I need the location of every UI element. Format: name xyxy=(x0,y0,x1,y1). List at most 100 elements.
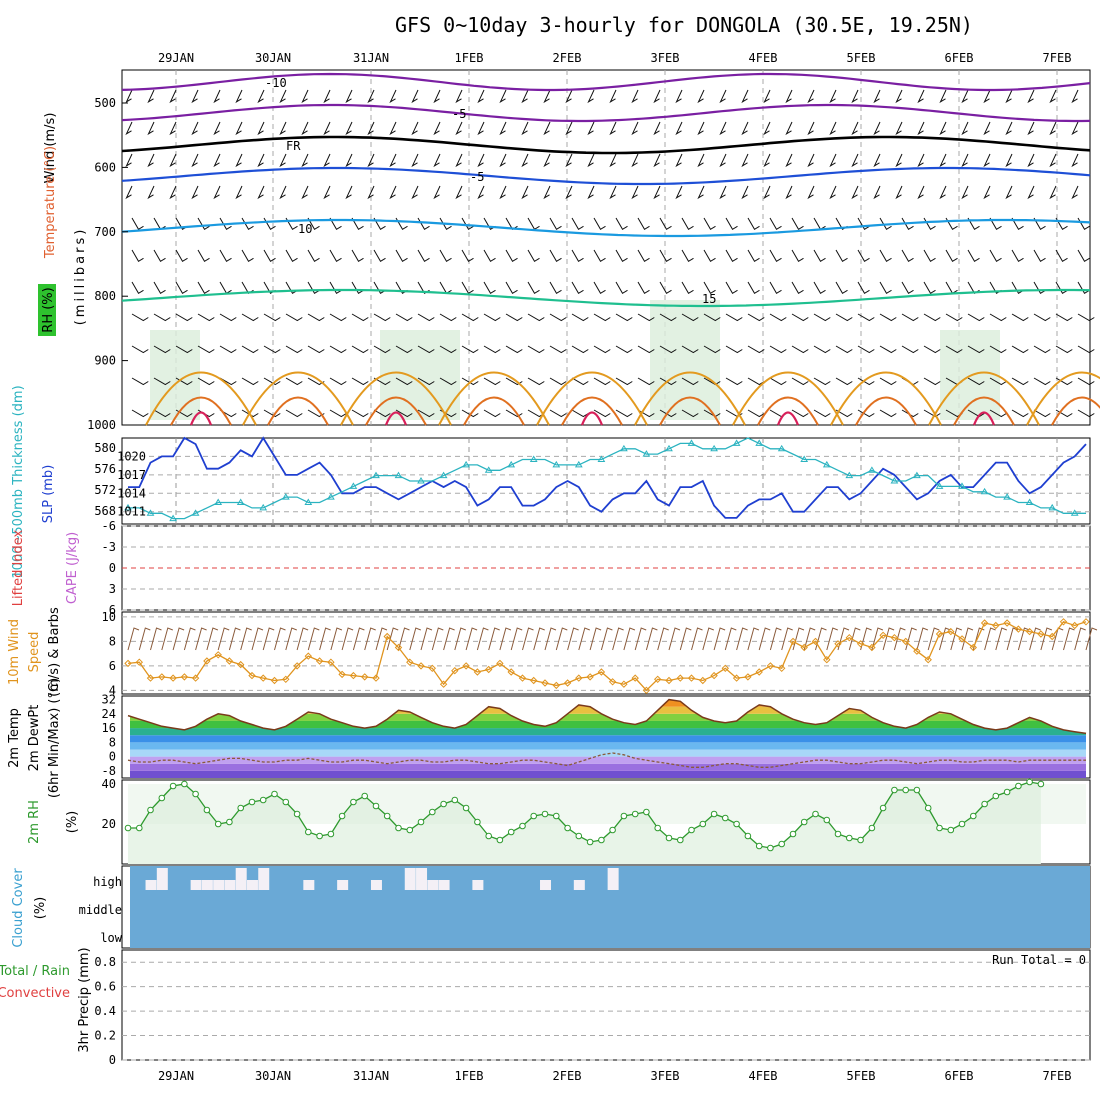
wind-barb xyxy=(191,185,199,200)
wind10m-marker xyxy=(856,640,865,648)
wind10m-barb xyxy=(826,627,838,651)
wind-barb xyxy=(615,281,628,294)
wind10m-ylabel-2: Speed xyxy=(27,632,42,673)
thickness-marker xyxy=(800,455,809,462)
wind10m-marker xyxy=(180,673,189,681)
wind-barb xyxy=(593,249,606,262)
thickness-marker xyxy=(822,460,831,468)
temp2m-band xyxy=(130,720,1086,729)
wind-barb xyxy=(659,345,677,354)
rh2m-marker xyxy=(755,842,763,850)
wind-barb xyxy=(879,217,892,230)
wind-barb xyxy=(257,185,265,200)
rh2m-marker xyxy=(744,832,752,840)
wind-barb xyxy=(571,281,584,294)
wind10m-barb xyxy=(195,627,207,651)
wind-barb xyxy=(785,153,793,168)
rh2m-marker xyxy=(519,822,526,830)
wind-barb xyxy=(923,345,941,354)
wind-barb xyxy=(389,121,397,136)
wind-barb xyxy=(175,281,188,294)
wind-barb xyxy=(1055,313,1073,322)
wind-barb xyxy=(257,89,265,104)
wind-barb xyxy=(747,345,765,354)
wind-barb xyxy=(681,313,699,322)
wind-barb xyxy=(367,153,375,168)
wind-barb xyxy=(527,313,545,322)
wind10m-marker xyxy=(439,680,448,688)
wind-barb xyxy=(571,377,589,386)
wind-barb xyxy=(191,121,199,136)
wind-barb xyxy=(923,281,936,294)
wind-barb xyxy=(461,217,474,230)
wind10m-marker xyxy=(372,674,380,682)
thickness-marker xyxy=(845,471,854,479)
wind10m-marker xyxy=(563,679,572,687)
wind-barb xyxy=(1071,121,1079,136)
wind10m-barb xyxy=(995,627,1007,651)
wind-barb xyxy=(373,249,386,262)
wind-barb xyxy=(609,153,617,168)
rh2m-marker xyxy=(981,800,988,808)
wind-barb xyxy=(1077,409,1095,418)
wind-barb xyxy=(131,409,149,418)
wind-barb xyxy=(131,217,144,230)
wind-barb xyxy=(543,89,551,104)
wind10m-ylabel-3: (m/s) & Barbs xyxy=(47,607,62,697)
wind-barb xyxy=(703,313,721,322)
rh2m-marker xyxy=(970,812,977,820)
warm-contour xyxy=(757,396,819,426)
wind-barb xyxy=(857,313,875,322)
rh2m-marker xyxy=(248,798,256,806)
rh2m-marker xyxy=(992,792,1000,800)
wind10m-barb xyxy=(544,627,557,651)
wind10m-marker xyxy=(451,666,459,675)
wind-barb xyxy=(213,89,221,104)
wind-barb xyxy=(967,249,980,262)
wind-barb xyxy=(879,409,897,418)
hot-contour xyxy=(189,411,213,426)
wind10m-barb xyxy=(375,627,388,651)
wind10m-marker xyxy=(608,678,617,686)
wind-barb xyxy=(1055,345,1073,354)
warm-contour xyxy=(145,371,257,426)
contour-label: -5 xyxy=(452,107,466,121)
wind-barb xyxy=(697,153,705,168)
wind10m-barb xyxy=(161,627,173,651)
pressure-tick: 1000 xyxy=(87,418,116,432)
wind10m-barb xyxy=(657,627,669,651)
wind-barb xyxy=(1011,409,1029,418)
rh2m-marker xyxy=(282,798,290,806)
wind10m-barb xyxy=(803,627,816,651)
rh2m-marker xyxy=(259,796,267,804)
wind-barb xyxy=(637,377,655,386)
thickness-marker xyxy=(958,482,966,489)
wind-barb xyxy=(549,409,567,418)
wind-barb xyxy=(945,345,963,354)
wind-barb xyxy=(835,249,848,262)
wind-barb xyxy=(307,345,325,354)
pressure-tick: 700 xyxy=(94,225,116,239)
pressure-ylabel: (millibars) xyxy=(73,227,88,326)
wind-barb xyxy=(301,89,309,104)
wind-barb xyxy=(593,345,611,354)
cloud-high-bar xyxy=(224,880,236,890)
wind-barb xyxy=(1049,121,1057,136)
wind-barb xyxy=(785,121,793,136)
wind-barb xyxy=(1011,345,1029,354)
rh2m-marker xyxy=(1037,780,1045,788)
wind10m-marker xyxy=(338,670,346,679)
wind10m-barb xyxy=(1017,627,1030,651)
wind-barb xyxy=(433,185,441,200)
wind10m-barb xyxy=(950,627,962,651)
wind-barb xyxy=(351,377,369,386)
wind10m-barb xyxy=(488,627,500,651)
wind10m-marker xyxy=(406,658,414,666)
wind-barb xyxy=(395,249,408,262)
wind-barb xyxy=(637,281,650,294)
wind-barb xyxy=(417,345,435,354)
wind-barb xyxy=(235,89,243,104)
wind-barb xyxy=(329,377,347,386)
wind-barb xyxy=(235,185,243,200)
top-date-label: 7FEB xyxy=(1043,51,1072,65)
